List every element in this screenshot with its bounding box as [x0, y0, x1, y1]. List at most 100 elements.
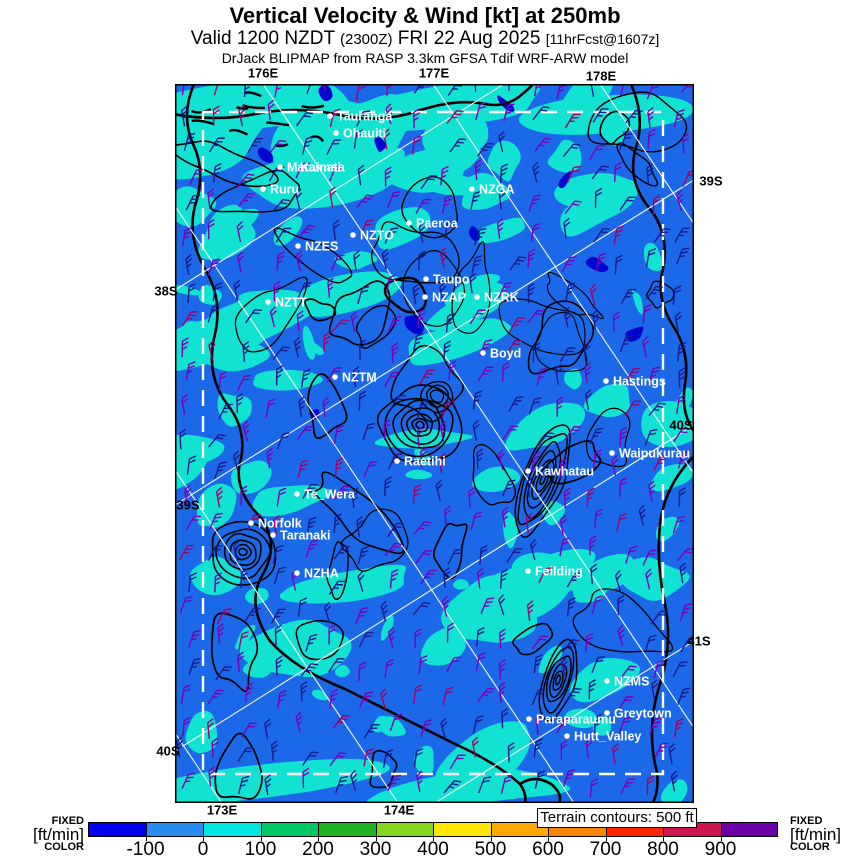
- terrain-contour: [307, 373, 348, 440]
- wind-barb: [333, 485, 351, 500]
- place-dot: [609, 450, 615, 456]
- colorbar-segment: [145, 822, 203, 837]
- wind-barb: [328, 624, 336, 645]
- wind-barb: [589, 535, 597, 556]
- wind-barb: [677, 341, 686, 362]
- wind-barb: [532, 451, 541, 472]
- terrain-contour: [433, 522, 468, 580]
- wind-barb: [420, 175, 438, 190]
- place-label: Tauranga: [337, 110, 393, 124]
- coastline: [629, 84, 694, 434]
- mountain-contours: [538, 638, 578, 722]
- wind-barb: [611, 455, 619, 477]
- lift-area: [472, 466, 521, 493]
- model-line: DrJack BLIPMAP from RASP 3.3km GFSA Tdif…: [221, 50, 629, 66]
- wind-barb: [331, 319, 350, 333]
- wind-barb: [678, 487, 686, 508]
- wind-barb: [412, 484, 422, 504]
- wind-barb: [333, 425, 344, 445]
- wind-barb: [564, 113, 581, 129]
- units-label: [ft/min]: [790, 825, 842, 844]
- coast-detail: [301, 104, 325, 109]
- wind-barb: [237, 173, 255, 188]
- mountain-contours: [384, 397, 454, 458]
- wind-barb: [323, 331, 331, 352]
- wind-barb: [644, 634, 657, 653]
- wind-barb: [531, 635, 549, 650]
- lift-area: [252, 485, 332, 517]
- wind-barb: [363, 748, 374, 767]
- wind-barb: [556, 396, 564, 417]
- wind-barb: [619, 665, 637, 680]
- wind-barb: [508, 396, 524, 412]
- terrain-contour: [390, 344, 464, 423]
- wind-barb: [329, 108, 341, 127]
- wind-barb: [678, 450, 690, 469]
- wind-barb: [324, 601, 332, 623]
- wind-barb: [275, 365, 284, 386]
- wind-barb: [237, 651, 245, 673]
- mountain-contours: [238, 547, 248, 557]
- colorbar-value-300: 300: [359, 839, 392, 860]
- wind-barb: [617, 696, 634, 711]
- wind-barb: [476, 567, 485, 589]
- lift-area: [560, 178, 639, 237]
- wind-barb: [267, 99, 275, 121]
- wind-barb: [532, 161, 540, 183]
- coastline: [518, 777, 562, 803]
- wind-barb: [327, 277, 335, 298]
- wind-barb: [242, 420, 250, 442]
- wind-barb: [616, 513, 627, 532]
- wind-barb: [624, 367, 641, 384]
- wind-barb: [380, 600, 388, 622]
- wind-barb: [305, 633, 318, 652]
- wind-barb: [212, 282, 223, 302]
- wind-barb: [188, 657, 201, 676]
- wind-barb: [589, 778, 599, 798]
- wind-barb: [620, 288, 637, 305]
- wind-barb: [559, 347, 576, 363]
- colorbar-segment: [433, 822, 491, 837]
- wind-barb: [329, 164, 343, 182]
- wind-barb: [216, 608, 232, 625]
- wind-barb: [384, 166, 392, 187]
- wind-barb: [417, 399, 429, 418]
- wind-barb: [440, 717, 448, 739]
- wind-barb: [387, 315, 402, 333]
- place-dot: [270, 532, 276, 538]
- wind-barb: [185, 361, 196, 381]
- wind-barb: [242, 341, 250, 362]
- wind-barb: [186, 455, 197, 475]
- colorbar-value-700: 700: [589, 839, 622, 860]
- wind-barb: [356, 194, 374, 208]
- wind-barb: [594, 187, 603, 208]
- wind-barb: [650, 610, 668, 625]
- wind-barb: [179, 544, 195, 561]
- lift-area: [196, 509, 216, 527]
- terrain-contour: [304, 298, 337, 322]
- wind-barb: [418, 250, 426, 271]
- wind-barb: [181, 393, 189, 415]
- mountain-contours: [542, 646, 575, 714]
- wind-barb: [648, 402, 667, 417]
- color-label: COLOR: [44, 841, 84, 853]
- wind-barb: [357, 546, 370, 565]
- wind-barb: [449, 138, 467, 153]
- wind-barb: [589, 283, 597, 305]
- wind-barb: [411, 135, 422, 155]
- wind-barb: [583, 341, 591, 363]
- wind-barb: [179, 428, 187, 450]
- place-label: Paeroa: [416, 217, 459, 231]
- colorbar-segment: [375, 822, 433, 837]
- place-dot: [277, 164, 283, 170]
- wind-barb: [498, 658, 507, 680]
- wind-barb: [533, 654, 543, 674]
- wind-barb: [214, 461, 227, 479]
- wind-barb: [181, 105, 189, 127]
- wind-barb: [559, 514, 568, 536]
- mountain-contours: [211, 520, 277, 586]
- wind-barb: [240, 568, 249, 589]
- wind-barb: [232, 450, 241, 472]
- wind-barb: [526, 600, 534, 621]
- graticule-line: [175, 732, 223, 803]
